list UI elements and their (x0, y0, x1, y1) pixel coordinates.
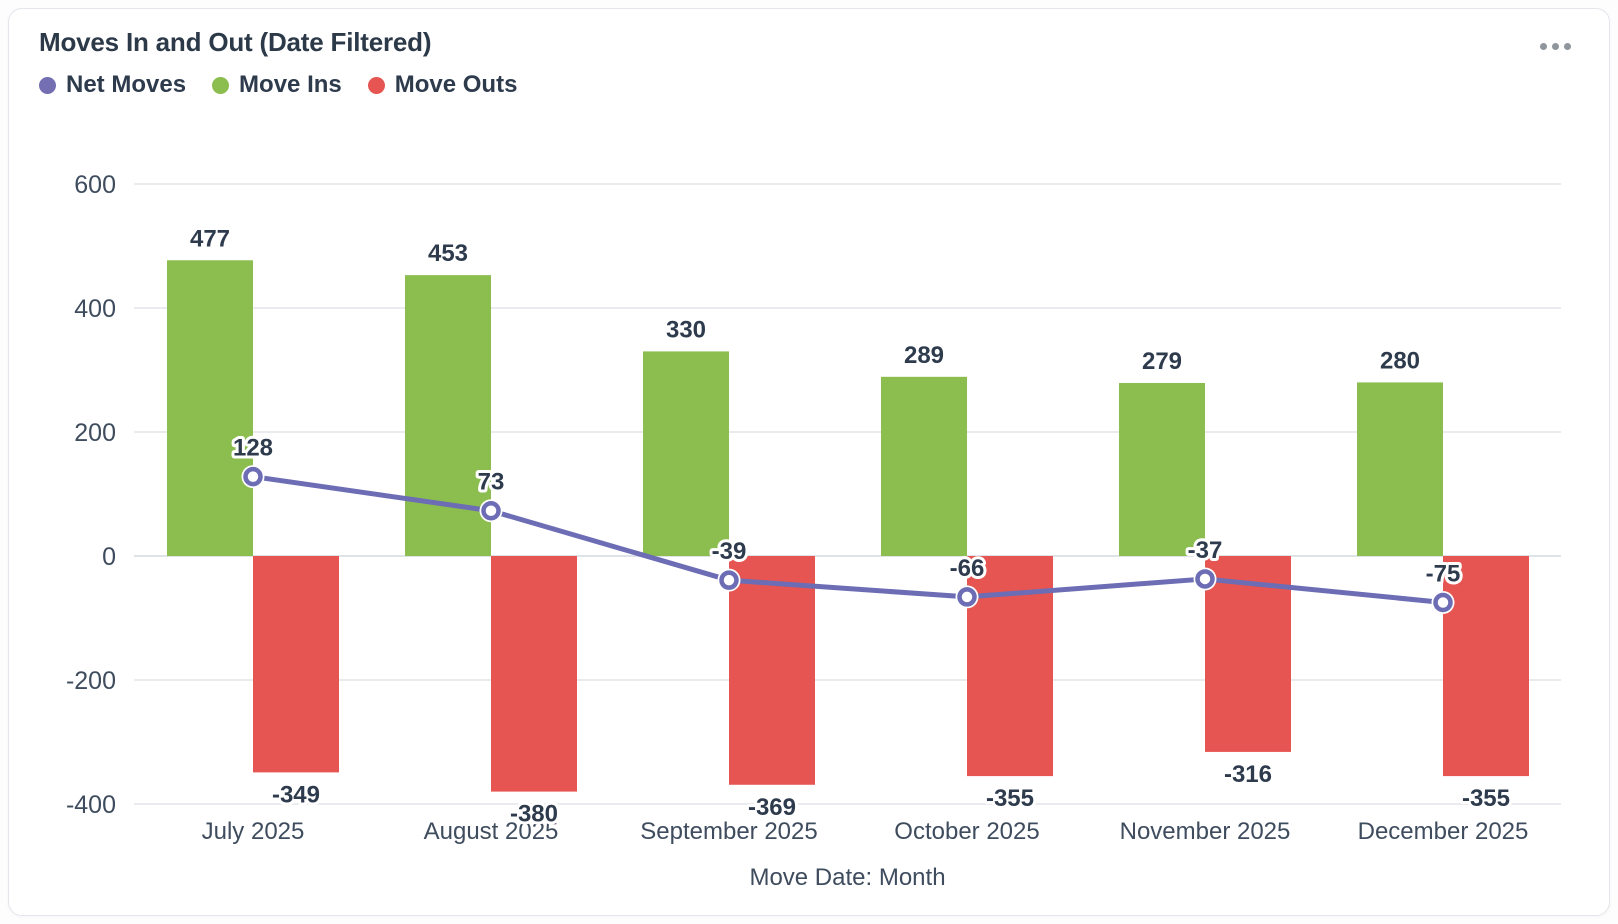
move-ins-bar[interactable] (643, 351, 729, 556)
net-moves-value-label: 73 (478, 469, 505, 496)
move-outs-bar[interactable] (253, 556, 339, 773)
legend-item-net-moves[interactable]: Net Moves (39, 71, 186, 99)
x-axis-category-label: August 2025 (424, 818, 559, 845)
y-axis-tick-label: 400 (74, 295, 116, 323)
legend-label: Move Outs (394, 71, 518, 98)
move-outs-value-label: -316 (1224, 761, 1272, 788)
y-axis-tick-label: -400 (66, 791, 116, 819)
move-ins-value-label: 279 (1142, 348, 1182, 375)
move-outs-value-label: -380 (510, 801, 558, 828)
net-moves-point[interactable] (481, 500, 501, 521)
combo-chart: 600 400 200 0 -200 -400 July 2025 August 2025 Se… (66, 171, 1561, 891)
x-axis-category-label: September 2025 (640, 818, 817, 845)
legend-item-move-ins[interactable]: Move Ins (212, 71, 342, 99)
move-outs-bar[interactable] (1443, 556, 1529, 777)
x-axis-category-label: December 2025 (1358, 818, 1529, 845)
move-ins-bar[interactable] (881, 376, 967, 556)
x-axis-category-label: November 2025 (1120, 818, 1291, 845)
net-moves-point[interactable] (1433, 592, 1453, 613)
net-moves-value-label: -37 (1188, 537, 1223, 564)
y-axis-tick-label: 0 (102, 543, 116, 571)
chart-card: Moves In and Out (Date Filtered) Net Mov… (8, 8, 1610, 916)
move-outs-value-label: -355 (986, 785, 1034, 812)
chart-title: Moves In and Out (Date Filtered) (39, 27, 432, 57)
move-outs-value-label: -349 (272, 781, 320, 808)
legend-label: Net Moves (66, 71, 187, 98)
card-options-button[interactable] (1527, 29, 1583, 63)
ellipsis-horizontal-icon (1563, 42, 1571, 50)
move-ins-bar[interactable] (1357, 382, 1443, 556)
move-ins-value-label: 289 (904, 342, 944, 369)
y-axis-tick-label: 600 (74, 171, 116, 199)
move-outs-value-label: -369 (748, 794, 796, 821)
x-axis-title: Move Date: Month (749, 864, 945, 891)
move-ins-value-label: 453 (428, 240, 468, 267)
move-ins-value-label: 477 (190, 225, 230, 252)
move-outs-swatch-icon (367, 76, 385, 94)
net-moves-value-label: 128 (233, 435, 273, 462)
move-outs-bar[interactable] (729, 556, 815, 785)
ellipsis-horizontal-icon (1539, 42, 1547, 50)
move-outs-bar[interactable] (1205, 556, 1291, 752)
move-ins-value-label: 280 (1380, 347, 1420, 374)
x-axis-category-label: October 2025 (894, 818, 1039, 845)
move-ins-bar[interactable] (167, 260, 253, 556)
net-moves-point[interactable] (243, 466, 263, 487)
y-axis-tick-label: -200 (66, 667, 116, 695)
move-ins-bar[interactable] (1119, 383, 1205, 556)
net-moves-line[interactable] (250, 474, 1446, 605)
net-moves-value-label: -75 (1426, 561, 1461, 588)
move-ins-swatch-icon (212, 76, 230, 94)
chart-legend: Net Moves Move Ins Move Outs (39, 71, 517, 99)
move-ins-bar[interactable] (405, 275, 491, 556)
legend-label: Move Ins (239, 71, 342, 98)
net-moves-point[interactable] (1195, 569, 1215, 589)
net-moves-point[interactable] (719, 570, 739, 590)
legend-item-move-outs[interactable]: Move Outs (367, 71, 518, 99)
move-outs-value-label: -355 (1462, 785, 1510, 812)
move-ins-value-label: 330 (666, 316, 706, 343)
net-moves-point[interactable] (957, 587, 977, 607)
x-axis-category-label: July 2025 (202, 818, 305, 845)
net-moves-value-label: -66 (950, 555, 985, 582)
move-outs-bar[interactable] (491, 556, 577, 792)
ellipsis-horizontal-icon (1551, 42, 1559, 50)
net-moves-swatch-icon (39, 76, 56, 94)
net-moves-value-label: -39 (712, 538, 747, 565)
y-axis-tick-label: 200 (74, 419, 116, 447)
